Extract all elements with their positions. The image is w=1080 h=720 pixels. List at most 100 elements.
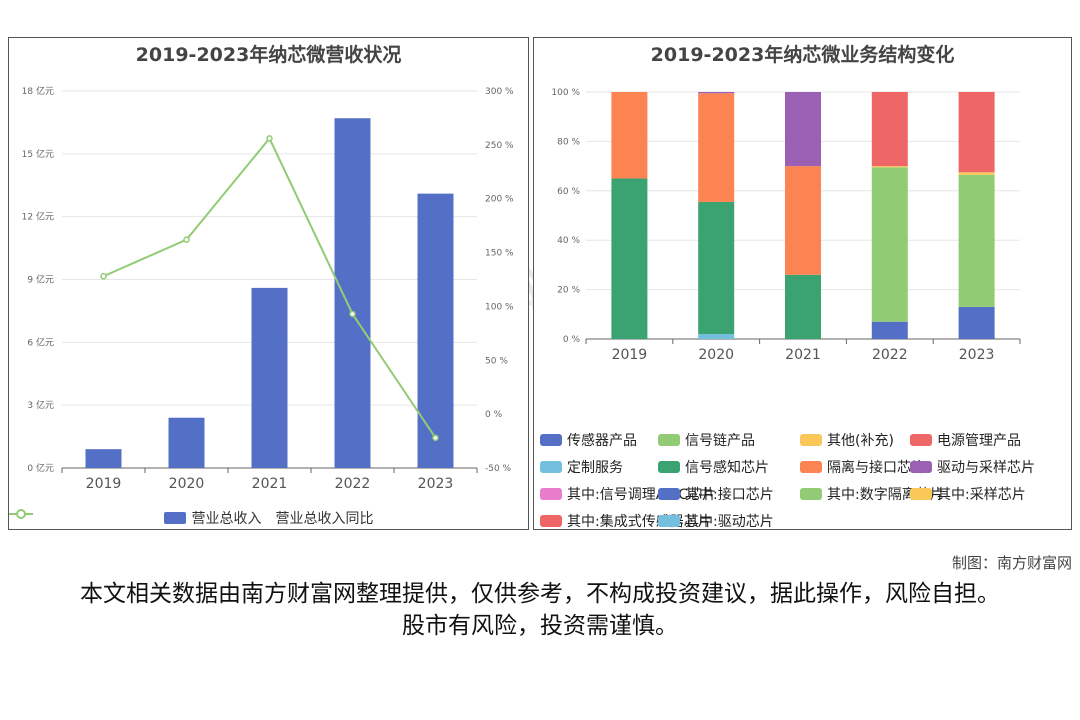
x-tick-label: 2022 [872, 347, 908, 363]
y-left-tick-label: 15 亿元 [22, 148, 54, 160]
y-right-tick-label: 100 % [485, 302, 514, 312]
business-structure-legend: 传感器产品 信号链产品 其他(补充) 电源管理产品定制服务 信号感知芯片 隔离与接口芯片驱… [540, 430, 1070, 529]
legend-swatch [910, 461, 932, 473]
legend-label: 其中:采样芯片 [937, 487, 1026, 503]
legend-item[interactable]: 其他(补充) [800, 430, 910, 450]
y-left-tick-label: 12 亿元 [22, 211, 54, 223]
legend-swatch [800, 461, 822, 473]
legend-item[interactable]: 定制服务 [540, 457, 658, 477]
revenue-bar [334, 118, 371, 468]
chart-credit: 制图：南方财富网 [951, 554, 1072, 572]
business-structure-chart: 0 % 20 % 40 % 60 % 80 % 100 % 2019 2020 2021 2022… [551, 88, 1021, 363]
y-right-tick-label: -50 % [485, 464, 512, 474]
legend-swatch [540, 461, 562, 473]
legend-label: 隔离与接口芯片 [827, 460, 925, 476]
legend-swatch [658, 461, 680, 473]
legend-item[interactable]: 其中:数字隔离芯片 [800, 484, 944, 504]
stacked-segment [698, 334, 735, 339]
legend-item[interactable]: 电源管理产品 [910, 430, 1060, 450]
legend-item[interactable]: 信号感知芯片 [658, 457, 800, 477]
legend-item[interactable]: 驱动与采样芯片 [910, 457, 1060, 477]
y-tick-label: 0 % [563, 335, 581, 345]
revenue-yoy-point [183, 236, 190, 243]
x-tick-label: 2020 [698, 347, 734, 363]
legend-label: 信号链产品 [685, 433, 755, 449]
stacked-segment [871, 166, 908, 168]
revenue-chart-panel: 0 亿元 3 亿元 6 亿元 9 亿元 12 亿元 15 亿元 18 亿元 -50 % 0 % 5… [8, 37, 529, 530]
stacked-segment [958, 172, 995, 175]
revenue-chart: 0 亿元 3 亿元 6 亿元 9 亿元 12 亿元 15 亿元 18 亿元 -50 % 0 % 5… [22, 85, 514, 492]
revenue-yoy-point [432, 434, 439, 442]
y-tick-label: 100 % [551, 88, 580, 98]
business-structure-panel: 0 % 20 % 40 % 60 % 80 % 100 % 2019 2020 2021 2022… [533, 37, 1072, 530]
x-tick-label: 2019 [86, 476, 122, 492]
legend-item[interactable]: 其中:驱动芯片 [658, 511, 800, 529]
stacked-segment [785, 274, 821, 339]
legend-label-revenue-yoy: 营业总收入同比 [275, 511, 374, 527]
legend-label: 定制服务 [567, 460, 623, 476]
legend-label: 信号感知芯片 [685, 460, 769, 476]
revenue-yoy-point [349, 310, 356, 318]
legend-label: 电源管理产品 [937, 433, 1021, 449]
y-left-tick-label: 0 亿元 [27, 462, 54, 474]
business-structure-title: 2019-2023年纳芯微业务结构变化 [650, 44, 955, 66]
legend-swatch [800, 434, 822, 446]
revenue-bar [85, 449, 122, 468]
stacked-segment [698, 93, 735, 202]
revenue-bar [251, 287, 288, 468]
legend-swatch [658, 488, 680, 500]
stacked-segment [611, 92, 648, 179]
y-right-tick-label: 0 % [485, 410, 503, 420]
y-right-tick-label: 50 % [485, 356, 508, 366]
stacked-segment [958, 174, 995, 307]
x-tick-label: 2019 [612, 347, 648, 363]
x-tick-label: 2022 [335, 476, 371, 492]
y-tick-label: 40 % [557, 236, 580, 246]
stacked-segment [698, 92, 735, 94]
stacked-segment [871, 167, 908, 322]
revenue-chart-title: 2019-2023年纳芯微营收状况 [135, 44, 402, 66]
legend-item[interactable]: 信号链产品 [658, 430, 800, 450]
x-tick-label: 2021 [785, 347, 821, 363]
legend-swatch [910, 488, 932, 500]
stacked-segment [785, 92, 821, 167]
legend-swatch-line [9, 509, 33, 519]
legend-swatch [540, 434, 562, 446]
legend-label: 传感器产品 [567, 433, 637, 449]
legend-swatch [658, 515, 680, 527]
y-tick-label: 20 % [557, 286, 580, 296]
y-tick-label: 60 % [557, 187, 580, 197]
x-tick-label: 2021 [252, 476, 288, 492]
legend-item-revenue[interactable]: 营业总收入 [163, 508, 262, 528]
x-tick-label: 2023 [418, 476, 454, 492]
legend-swatch [910, 434, 932, 446]
legend-item[interactable]: 其中:集成式传感器芯片 [540, 511, 712, 529]
stacked-segment [698, 201, 735, 335]
stacked-segment [871, 92, 908, 167]
stacked-segment [958, 92, 995, 173]
y-right-tick-label: 300 % [485, 87, 514, 97]
legend-item-revenue-yoy[interactable]: 营业总收入同比 [9, 508, 374, 528]
stacked-segment [785, 166, 821, 275]
x-tick-label: 2023 [959, 347, 995, 363]
y-left-tick-label: 3 亿元 [27, 399, 54, 411]
legend-item[interactable]: 其中:接口芯片 [658, 484, 800, 504]
legend-item[interactable]: 传感器产品 [540, 430, 658, 450]
y-left-tick-label: 9 亿元 [27, 274, 54, 286]
legend-swatch [540, 488, 562, 500]
legend-label: 其他(补充) [827, 433, 894, 449]
revenue-chart-legend: 营业总收入 营业总收入同比 [9, 508, 528, 528]
legend-item[interactable]: 隔离与接口芯片 [800, 457, 925, 477]
legend-swatch-bar [163, 512, 186, 524]
revenue-yoy-point [100, 273, 107, 280]
revenue-bar [168, 417, 205, 468]
y-tick-label: 80 % [557, 137, 580, 147]
legend-swatch [658, 434, 680, 446]
y-right-tick-label: 150 % [485, 249, 514, 259]
legend-item[interactable]: 其中:采样芯片 [910, 484, 1060, 504]
revenue-yoy-point [266, 135, 273, 142]
revenue-bar [417, 193, 454, 468]
legend-swatch [800, 488, 822, 500]
legend-item[interactable]: 其中:信号调理ASIC芯片 [540, 484, 716, 504]
legend-label: 驱动与采样芯片 [937, 460, 1035, 476]
